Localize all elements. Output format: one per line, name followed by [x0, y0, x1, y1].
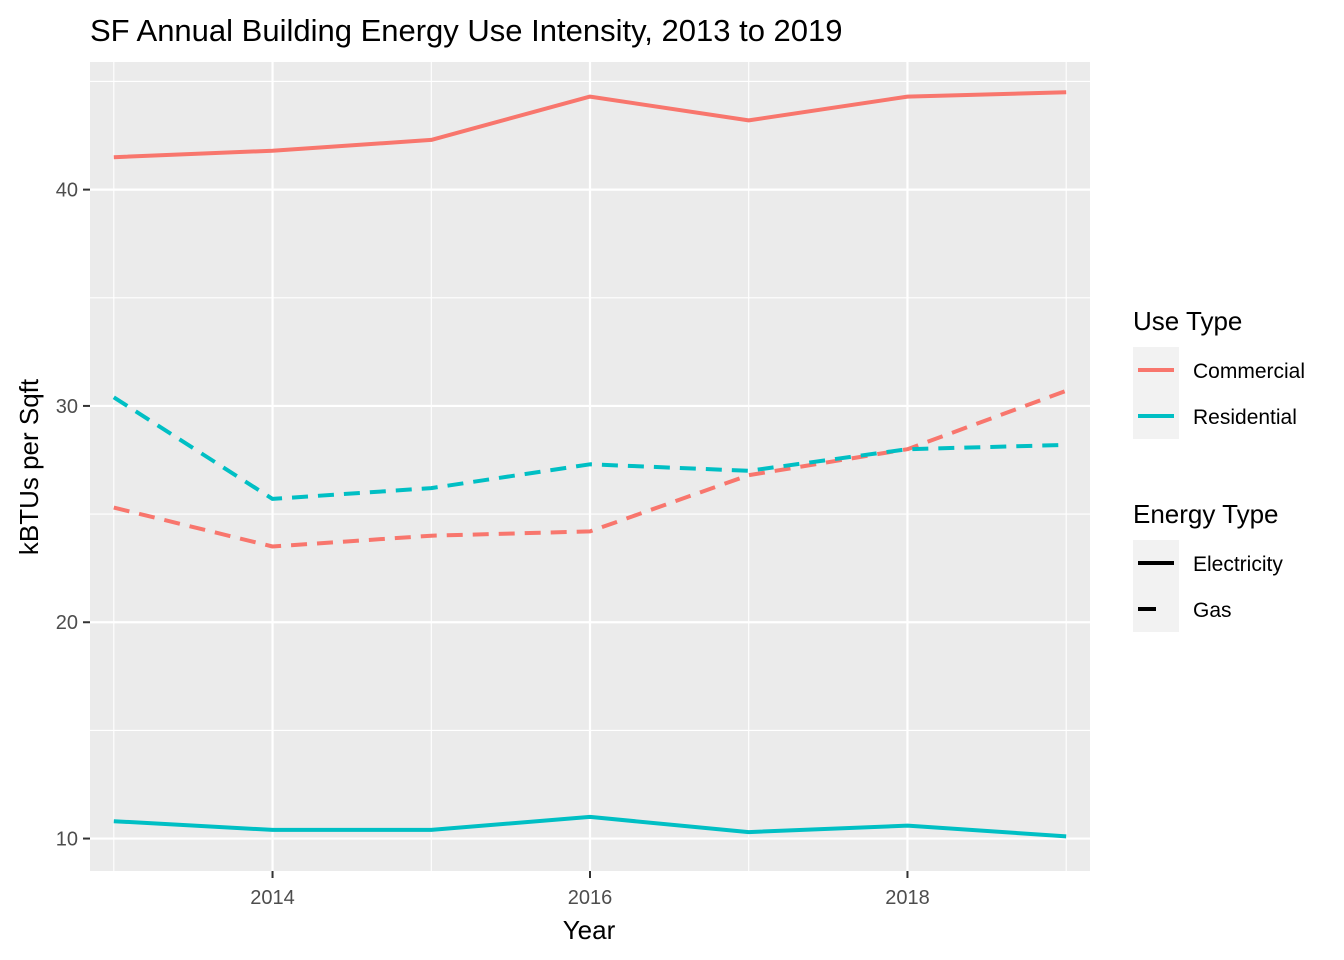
- series-line-residential-electricity: [113, 814, 1067, 839]
- x-axis-title: Year: [563, 915, 616, 945]
- series-line-commercial-gas: [113, 388, 1067, 549]
- y-tick-label: 10: [56, 829, 78, 851]
- legend-label-electricity: Electricity: [1193, 553, 1283, 576]
- y-tick-label: 40: [56, 180, 78, 202]
- x-tick-label: 2016: [568, 887, 613, 909]
- series-line-residential-gas: [112, 395, 1067, 501]
- series-lines: [112, 90, 1067, 839]
- major-gridlines: [90, 62, 1090, 871]
- legend: Use Type Commercial Residential Energy Type…: [1133, 306, 1305, 632]
- legend-label-residential: Residential: [1193, 406, 1297, 429]
- y-axis-title: kBTUs per Sqft: [14, 378, 44, 555]
- legend-title-energy-type: Energy Type: [1133, 499, 1279, 529]
- legend-title-use-type: Use Type: [1133, 306, 1242, 336]
- x-tick-label: 2014: [250, 887, 295, 909]
- series-line-commercial-electricity: [113, 90, 1067, 160]
- y-tick-label: 20: [56, 612, 78, 634]
- y-axis: 10 20 30 40: [56, 180, 90, 851]
- x-tick-label: 2018: [885, 887, 930, 909]
- legend-label-gas: Gas: [1193, 599, 1232, 622]
- y-tick-label: 30: [56, 396, 78, 418]
- legend-label-commercial: Commercial: [1193, 360, 1305, 383]
- x-axis: 2014 2016 2018: [250, 871, 930, 909]
- chart-title: SF Annual Building Energy Use Intensity,…: [90, 13, 843, 48]
